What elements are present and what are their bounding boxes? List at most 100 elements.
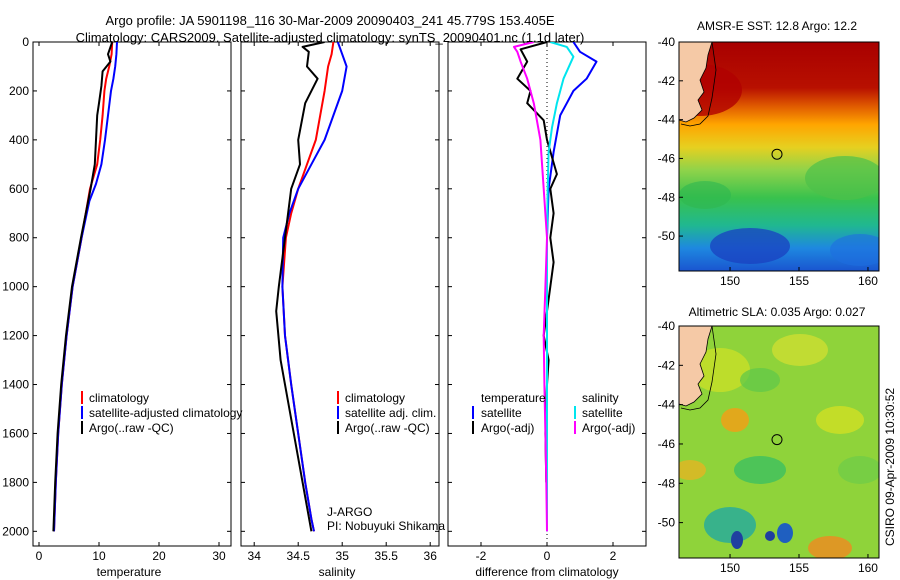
sla-high-patch xyxy=(808,536,852,558)
x-tick-label: 150 xyxy=(720,561,740,575)
legend-label: satellite xyxy=(481,406,522,420)
temperature-panel-frame xyxy=(32,41,232,547)
sla-map xyxy=(679,326,879,558)
sla-low-patch xyxy=(838,456,879,484)
shelf-contour xyxy=(680,326,717,411)
figure-title-line2: Climatology: CARS2009. Satellite-adjuste… xyxy=(76,30,585,45)
sla-map-frame xyxy=(678,325,880,559)
y-tick-label: -44 xyxy=(658,398,676,412)
csiro-credit: CSIRO 09-Apr-2009 10:30:52 xyxy=(883,388,897,546)
x-tick-label: 160 xyxy=(858,274,878,288)
legend-group-title: salinity xyxy=(582,391,619,405)
y-tick-label: 600 xyxy=(9,182,29,196)
y-tick-label: -42 xyxy=(658,74,676,88)
difference-xlabel: difference from climatology xyxy=(475,565,618,579)
x-tick-label: 34 xyxy=(248,549,262,563)
series-line xyxy=(275,42,325,532)
sla-high-patch xyxy=(690,348,750,392)
series-line xyxy=(52,42,114,532)
sst-map xyxy=(679,42,879,271)
sla-map-title: Altimetric SLA: 0.035 Argo: 0.027 xyxy=(689,305,866,319)
y-tick-label: -42 xyxy=(658,358,676,372)
sla-high-patch xyxy=(772,334,828,366)
sst-map-title: AMSR-E SST: 12.8 Argo: 12.2 xyxy=(697,19,857,33)
y-tick-label: -48 xyxy=(658,190,676,204)
y-tick-label: -40 xyxy=(658,319,676,333)
sla-high-patch xyxy=(679,460,706,480)
sla-float-position-marker xyxy=(771,434,783,446)
sla-low-core xyxy=(731,531,743,549)
x-tick-label: 35.5 xyxy=(375,549,399,563)
tasmania-coastline xyxy=(679,326,713,407)
difference-series-layer xyxy=(513,42,598,546)
figure-title-line1: Argo profile: JA 5901198_116 30-Mar-2009… xyxy=(105,13,554,28)
legend-label: satellite-adjusted climatology xyxy=(89,406,242,420)
salinity-panel-frame xyxy=(240,41,440,547)
y-tick-label: -48 xyxy=(658,476,676,490)
legend-label: Argo(-adj) xyxy=(582,421,635,435)
sla-low-patch xyxy=(704,507,756,543)
shelf-contour xyxy=(680,42,717,127)
tasmania-coastline xyxy=(679,42,713,123)
sst-map-ticks: 150 155 160 -40 -42 -44 -46 -48 -50 xyxy=(658,35,879,288)
x-tick-label: 36 xyxy=(424,549,438,563)
sla-low-patch xyxy=(740,368,780,392)
x-tick-label: 2 xyxy=(610,549,617,563)
x-tick-label: 0 xyxy=(36,549,43,563)
sst-cold-patch xyxy=(830,234,879,266)
sla-map-ticks: 150 155 160 -40 -42 -44 -46 -48 -50 xyxy=(658,319,879,575)
difference-legend: temperature satellite Argo(-adj) salinit… xyxy=(472,391,635,435)
legend-label: Argo(..raw -QC) xyxy=(89,421,174,435)
temperature-axis-ticks: 0 10 20 30 0 200 400 600 800 1000 1200 1400 1600 1800… xyxy=(2,35,231,563)
legend-label: Argo(..raw -QC) xyxy=(345,421,430,435)
sla-high-patch xyxy=(721,408,749,432)
series-line xyxy=(281,42,348,532)
legend-label: satellite xyxy=(582,406,623,420)
legend-label: climatology xyxy=(89,391,149,405)
y-tick-label: -46 xyxy=(658,151,676,165)
sst-float-position-marker xyxy=(771,148,783,160)
sst-cool-patch xyxy=(805,156,879,200)
y-tick-label: 1000 xyxy=(2,280,29,294)
sla-low-patch xyxy=(734,456,786,484)
float-program-label: J-ARGO xyxy=(327,505,372,519)
x-tick-label: 20 xyxy=(152,549,166,563)
temperature-xlabel: temperature xyxy=(97,565,162,579)
y-tick-label: -40 xyxy=(658,35,676,49)
x-tick-label: 150 xyxy=(720,274,740,288)
x-tick-label: 35 xyxy=(336,549,350,563)
legend-label: climatology xyxy=(345,391,405,405)
y-tick-label: 1200 xyxy=(2,329,29,343)
salinity-xlabel: salinity xyxy=(319,565,356,579)
series-line xyxy=(513,42,548,532)
series-line xyxy=(53,42,118,532)
y-tick-label: 0 xyxy=(22,35,29,49)
legend-label: satellite adj. clim. xyxy=(345,406,436,420)
series-line xyxy=(281,42,335,532)
y-tick-label: 800 xyxy=(9,231,29,245)
x-tick-label: 10 xyxy=(92,549,106,563)
y-tick-label: -46 xyxy=(658,437,676,451)
sst-cold-patch xyxy=(710,228,790,264)
series-line xyxy=(53,42,114,532)
sla-low-core xyxy=(777,523,793,543)
y-tick-label: 1800 xyxy=(2,475,29,489)
x-tick-label: 155 xyxy=(789,274,809,288)
sla-high-patch xyxy=(816,406,864,434)
x-tick-label: 0 xyxy=(544,549,551,563)
float-pi-label: PI: Nobuyuki Shikama xyxy=(327,519,445,533)
temperature-series-layer xyxy=(52,42,118,532)
sst-map-frame xyxy=(678,41,880,272)
y-tick-label: 2000 xyxy=(2,524,29,538)
x-tick-label: 34.5 xyxy=(287,549,311,563)
x-tick-label: 30 xyxy=(212,549,226,563)
x-tick-label: -2 xyxy=(476,549,487,563)
salinity-legend: climatology satellite adj. clim. Argo(..… xyxy=(327,391,445,533)
difference-axis-ticks: -2 0 2 xyxy=(448,41,646,563)
y-tick-label: 200 xyxy=(9,84,29,98)
y-tick-label: 400 xyxy=(9,133,29,147)
series-line xyxy=(516,42,558,483)
sst-cool-patch xyxy=(679,181,731,209)
legend-label: Argo(-adj) xyxy=(481,421,534,435)
